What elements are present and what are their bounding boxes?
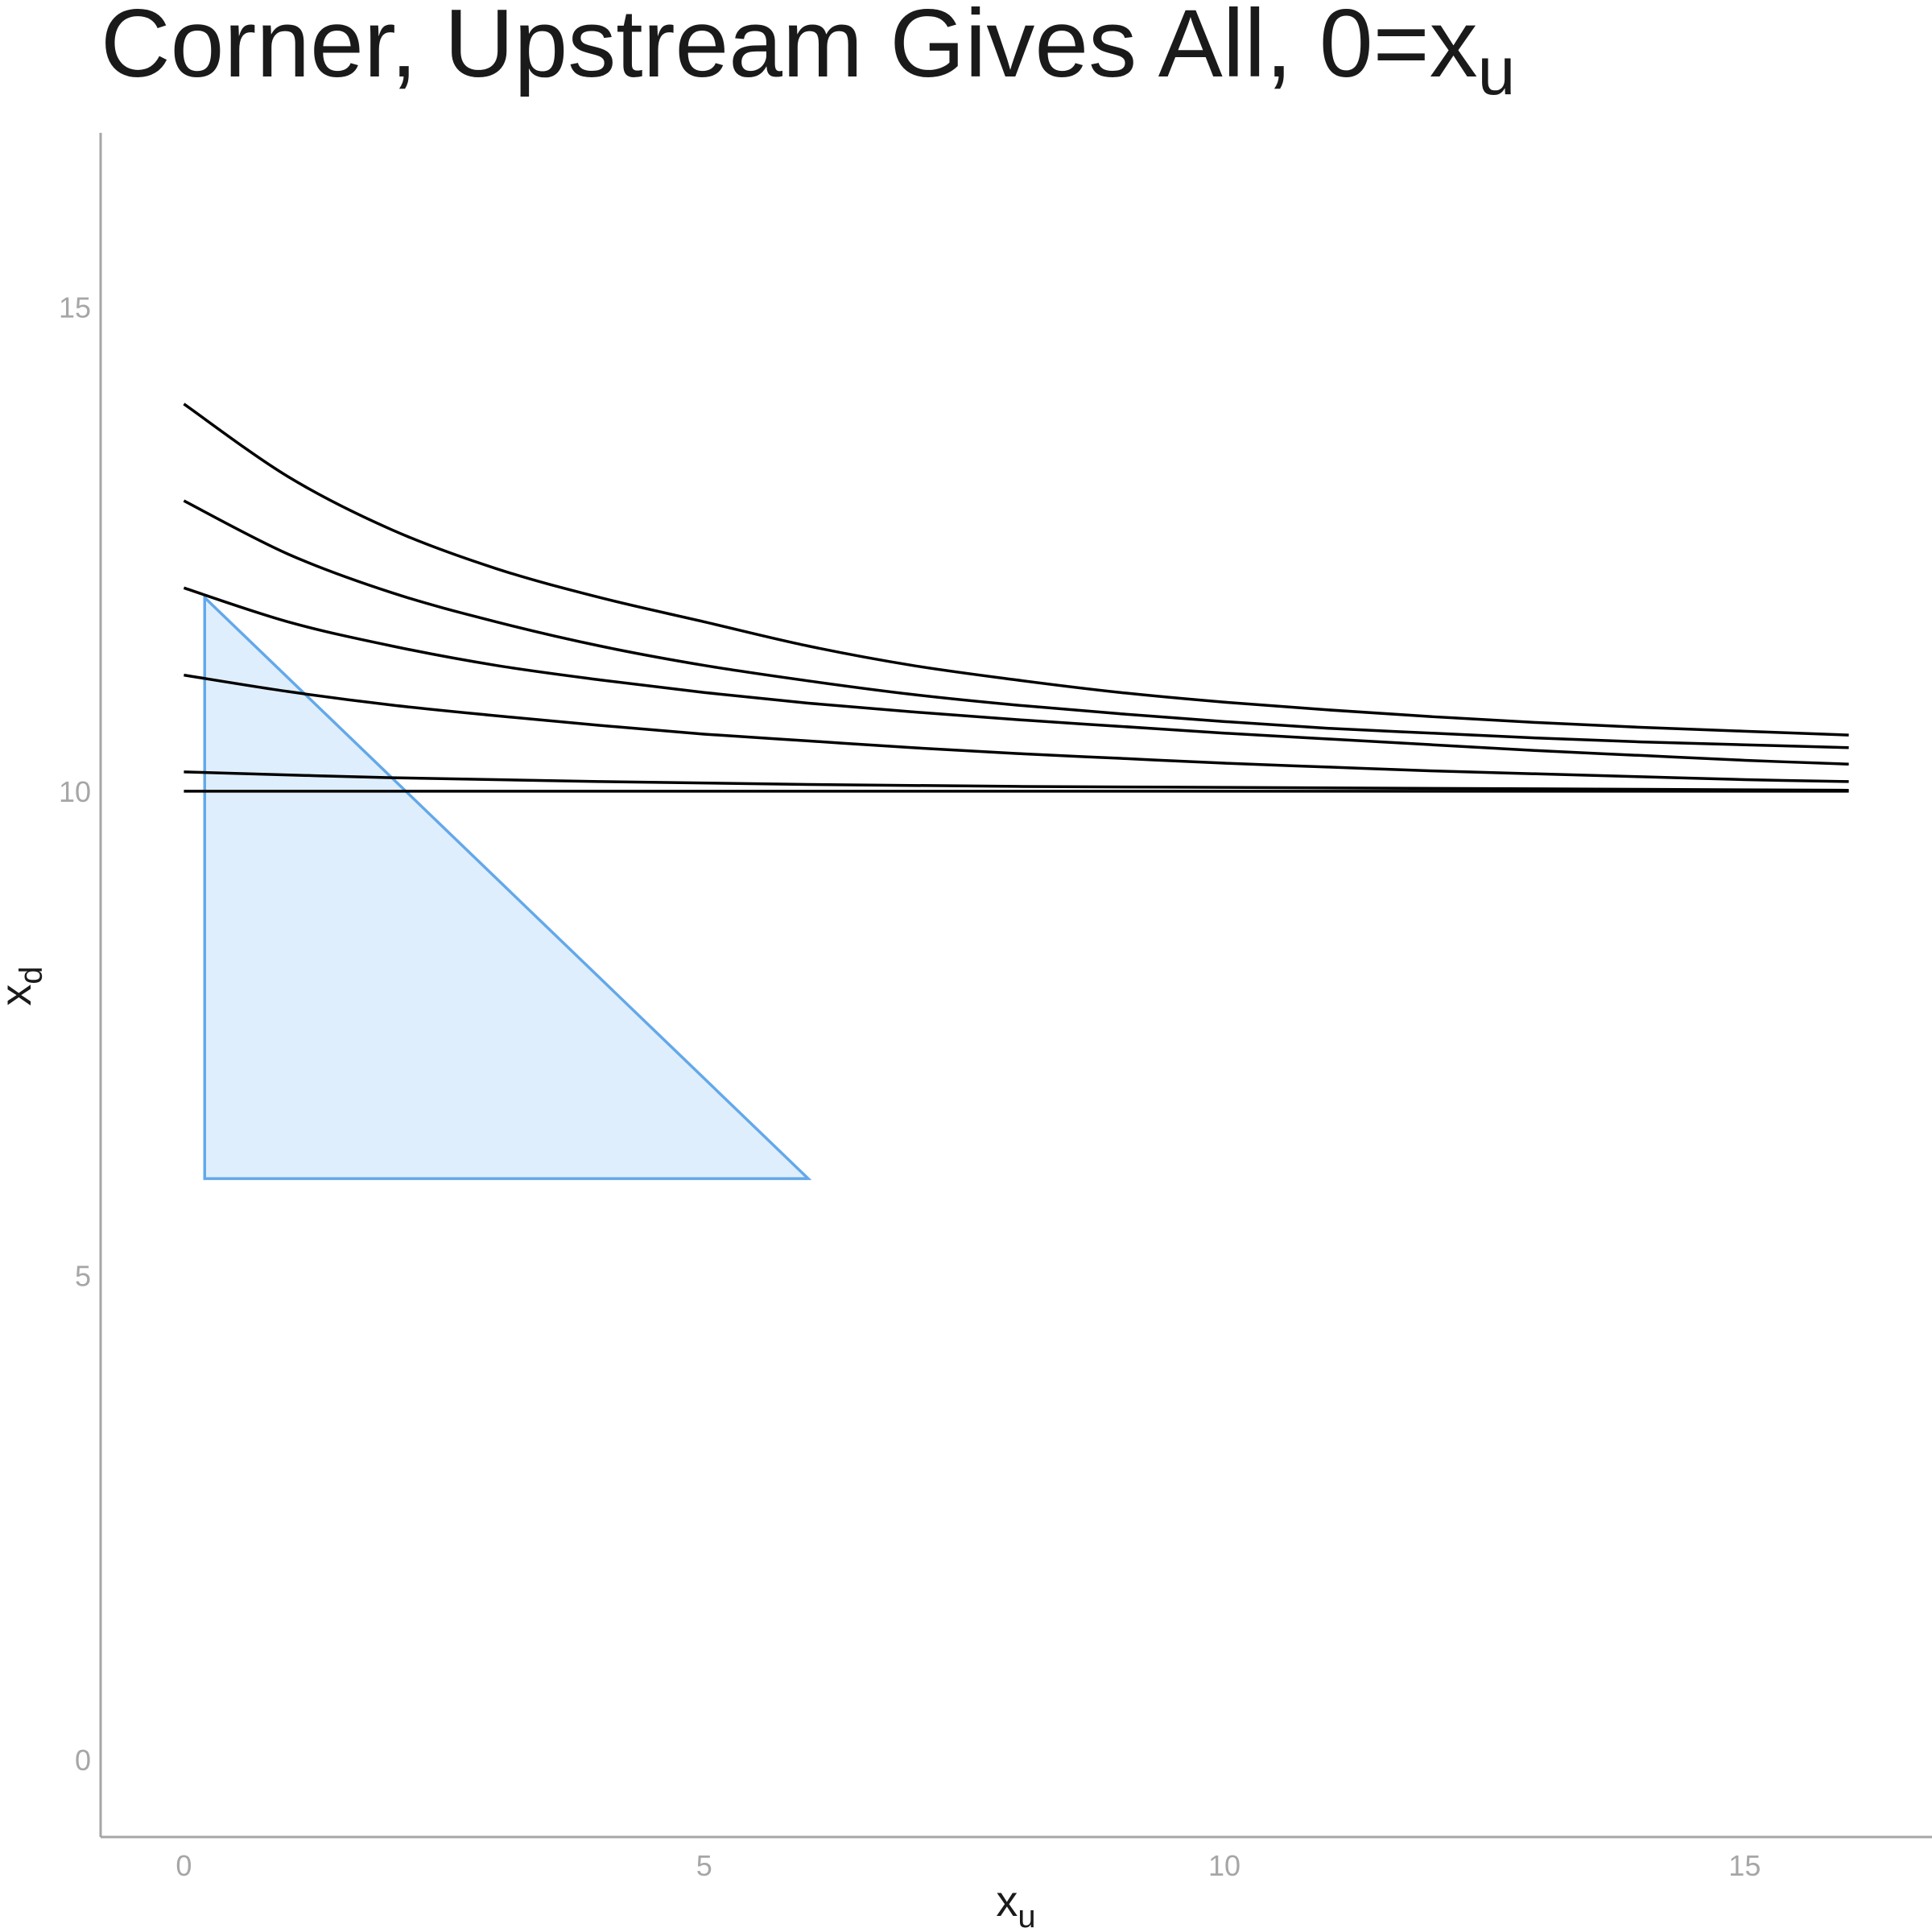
y-tick-label: 5 — [75, 1259, 91, 1292]
series-line-5 — [184, 770, 1849, 792]
y-axis-title: xd — [0, 966, 49, 1005]
y-tick-label: 0 — [75, 1744, 91, 1777]
x-tick-label: 0 — [175, 1849, 192, 1882]
x-tick-label: 5 — [696, 1849, 712, 1882]
y-tick-label: 10 — [59, 775, 91, 808]
x-tick-label: 15 — [1728, 1849, 1761, 1882]
feasible-region — [203, 594, 812, 1180]
plot-area — [183, 402, 1849, 1180]
chart-title-subscript: u — [1478, 33, 1516, 109]
series-line-2 — [183, 499, 1849, 749]
y-axis-ticks: 0 5 10 15 — [59, 291, 91, 1777]
series-line-3 — [183, 586, 1849, 766]
chart-title-text: Corner, Upstream Gives All, 0=xu — [101, 0, 1515, 109]
feasible-region-layer — [203, 594, 812, 1180]
x-axis-title-subscript: u — [1018, 1899, 1035, 1932]
series-line-1 — [183, 402, 1849, 737]
series-lines-layer — [183, 402, 1849, 793]
y-axis-title-subscript: d — [14, 966, 49, 984]
series-line-4 — [184, 673, 1849, 783]
chart-title: Corner, Upstream Gives All, 0=xu — [101, 0, 1515, 109]
x-axis-ticks: 0 5 10 15 — [175, 1849, 1761, 1882]
x-axis-title: xu — [996, 1877, 1035, 1932]
y-tick-label: 15 — [59, 291, 91, 324]
x-tick-label: 10 — [1208, 1849, 1241, 1882]
